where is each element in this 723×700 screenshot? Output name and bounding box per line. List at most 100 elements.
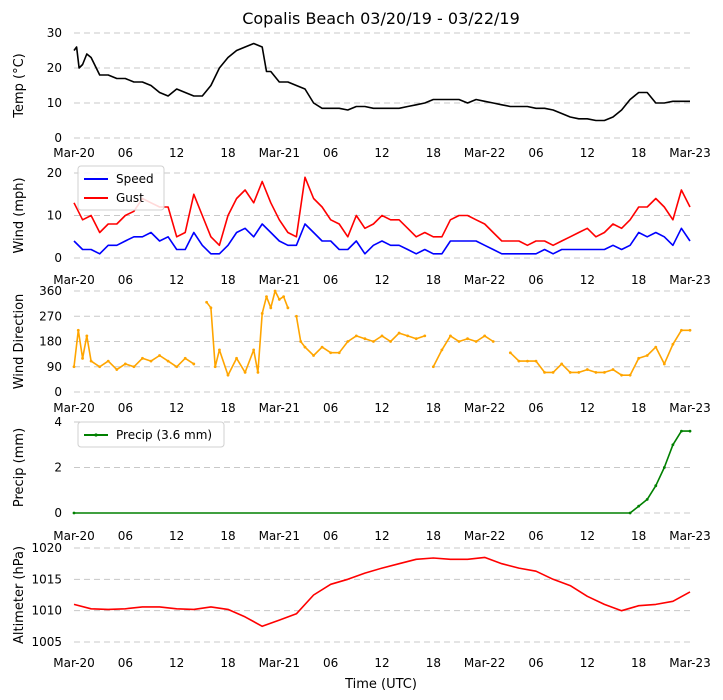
x-tick-label: 06 <box>118 273 133 287</box>
x-tick-label: Mar-22 <box>464 401 505 415</box>
x-tick-label: Mar-23 <box>669 656 710 670</box>
data-point <box>260 312 264 315</box>
x-tick-label: 12 <box>374 273 389 287</box>
data-point <box>603 370 606 374</box>
y-tick-label: 0 <box>54 506 62 520</box>
x-tick-label: 12 <box>169 273 184 287</box>
data-point <box>282 295 286 299</box>
series-line-speed <box>73 223 691 255</box>
data-point <box>192 362 196 366</box>
y-tick-label: 180 <box>39 335 62 349</box>
x-tick-label: Mar-20 <box>53 656 94 670</box>
data-point <box>265 295 268 299</box>
y-axis-label: Wind Direction <box>12 294 27 390</box>
x-tick-label: 06 <box>528 401 543 415</box>
x-tick-label: Mar-21 <box>259 146 300 160</box>
data-point <box>457 340 461 343</box>
data-point <box>431 365 435 369</box>
data-point <box>273 289 277 293</box>
y-tick-label: 10 <box>47 209 62 223</box>
y-axis-label: Precip (mm) <box>12 428 27 507</box>
data-point <box>645 354 649 357</box>
x-tick-label: 18 <box>426 273 441 287</box>
x-tick-label: 18 <box>426 146 441 160</box>
data-point <box>337 351 341 355</box>
x-tick-label: 18 <box>426 529 441 543</box>
x-tick-label: Mar-23 <box>669 401 710 415</box>
x-tick-label: Mar-20 <box>53 529 94 543</box>
y-tick-label: 30 <box>47 26 62 40</box>
data-point <box>132 365 136 369</box>
x-tick-label: Mar-22 <box>464 146 505 160</box>
x-tick-label: 18 <box>631 529 646 543</box>
data-point <box>440 348 444 352</box>
series-line-wind-direction-seg2 <box>295 316 426 357</box>
y-tick-label: 1020 <box>31 541 62 555</box>
series-line-wind-direction-seg1 <box>205 290 289 377</box>
data-point <box>508 351 512 355</box>
x-tick-label: 06 <box>528 656 543 670</box>
data-point <box>205 300 209 304</box>
data-point <box>141 356 144 360</box>
x-axis-label: Time (UTC) <box>344 677 417 692</box>
x-tick-label: 06 <box>323 146 338 160</box>
data-point <box>517 359 521 363</box>
series-line-gust <box>73 176 691 247</box>
x-tick-label: 12 <box>374 146 389 160</box>
data-point <box>72 511 76 515</box>
data-point <box>577 370 581 374</box>
x-tick-label: 18 <box>220 529 235 543</box>
x-tick-label: 18 <box>220 146 235 160</box>
series-line-temp <box>73 42 690 122</box>
data-point <box>295 314 298 318</box>
x-tick-label: Mar-22 <box>464 273 505 287</box>
legend-marker <box>94 433 98 437</box>
data-point <box>363 337 367 341</box>
y-tick-label: 0 <box>54 131 62 145</box>
chart-title: Copalis Beach 03/20/19 - 03/22/19 <box>242 9 520 28</box>
x-tick-label: Mar-23 <box>669 529 710 543</box>
legend-box <box>77 421 225 448</box>
x-tick-label: Mar-22 <box>464 529 505 543</box>
y-tick-label: 20 <box>47 166 62 180</box>
data-point <box>680 328 683 332</box>
data-point <box>81 356 84 360</box>
data-point <box>243 370 247 374</box>
data-point <box>158 354 161 357</box>
x-tick-label: Mar-21 <box>259 529 300 543</box>
y-axis-label: Temp (°C) <box>12 53 27 119</box>
x-tick-label: Mar-20 <box>53 273 94 287</box>
data-point <box>149 359 153 363</box>
x-tick-label: 18 <box>220 656 235 670</box>
data-point <box>98 365 102 369</box>
data-point <box>671 342 675 346</box>
data-point <box>85 334 89 338</box>
data-point <box>551 370 555 374</box>
data-point <box>645 497 649 501</box>
data-point <box>89 359 93 363</box>
legend-label: Speed <box>116 172 154 186</box>
data-point <box>209 306 213 310</box>
data-point <box>568 370 572 374</box>
x-tick-label: 18 <box>631 656 646 670</box>
data-point <box>474 340 478 343</box>
panel-4: 1005 1010 1015 1020 Mar-20 06 12 18 Mar-21 06 12 18… <box>12 541 711 670</box>
data-point <box>688 328 692 332</box>
x-tick-label: 06 <box>323 656 338 670</box>
x-tick-label: Mar-23 <box>669 146 710 160</box>
x-tick-label: 06 <box>118 656 133 670</box>
data-point <box>72 365 76 369</box>
x-tick-label: 12 <box>580 146 595 160</box>
y-tick-label: 360 <box>39 284 62 298</box>
x-tick-label: 06 <box>118 146 133 160</box>
series-line-wind-direction-seg3 <box>432 335 494 368</box>
y-axis-label: Altimeter (hPa) <box>12 546 27 644</box>
data-point <box>286 306 290 310</box>
data-point <box>256 370 260 374</box>
data-point <box>414 337 418 341</box>
series-line-wind-direction-seg4 <box>509 329 690 377</box>
data-point <box>299 340 303 343</box>
data-point <box>389 340 392 343</box>
data-point <box>654 484 658 488</box>
